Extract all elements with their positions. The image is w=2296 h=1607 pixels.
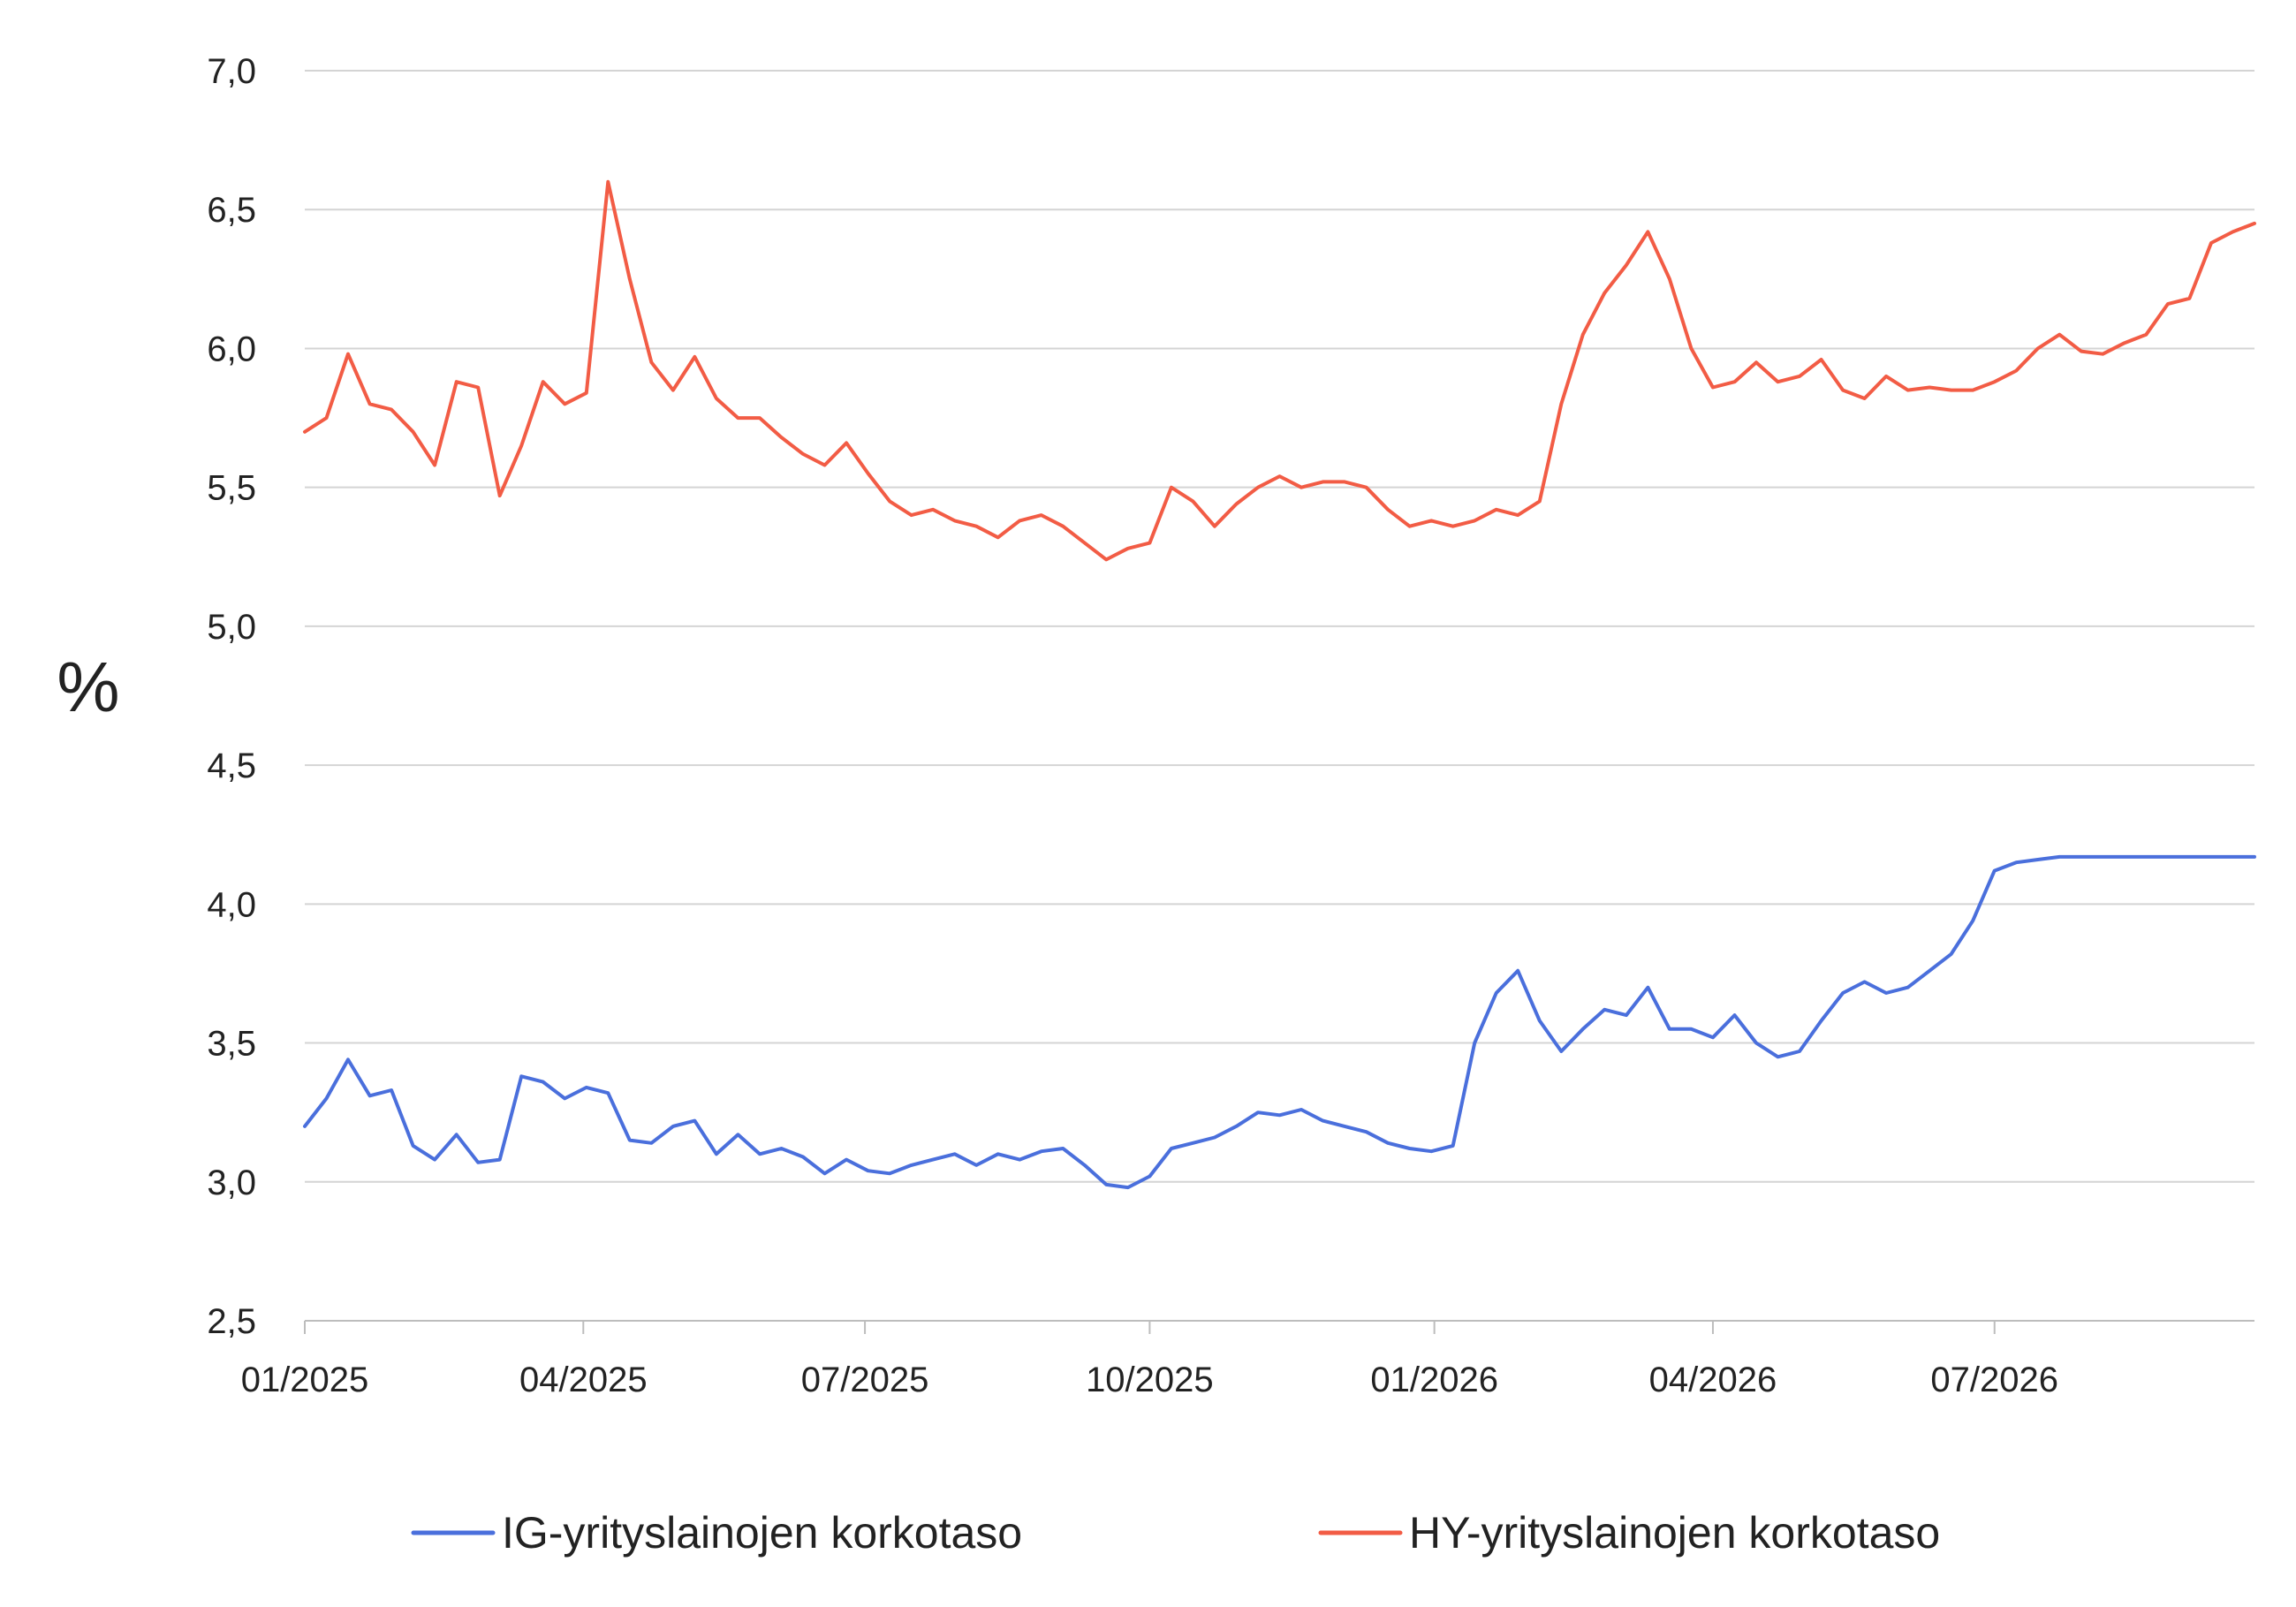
y-tick-label: 3,0: [207, 1164, 256, 1202]
series-lines: [303, 179, 2256, 1190]
x-tick-label: 07/2025: [801, 1361, 929, 1399]
series-line-hy: [303, 179, 2256, 562]
gridlines: [305, 70, 2254, 1322]
x-axis-tick-labels: 01/2025 04/2025 07/2025 10/2025 01/2026 04/20…: [241, 1361, 2058, 1399]
x-tick-label: 04/2025: [519, 1361, 648, 1399]
y-tick-label: 4,0: [207, 885, 256, 924]
x-tick-label: 01/2025: [241, 1361, 369, 1399]
y-tick-label: 5,5: [207, 469, 256, 508]
y-tick-label: 6,0: [207, 330, 256, 368]
x-axis: [304, 1320, 2254, 1334]
x-tick-label: 07/2026: [1930, 1361, 2058, 1399]
legend-label: IG-yrityslainojen korkotaso: [502, 1508, 1022, 1558]
legend-label: HY-yrityslainojen korkotaso: [1409, 1508, 1940, 1558]
x-tick-label: 10/2025: [1086, 1361, 1214, 1399]
x-tick-label: 04/2026: [1649, 1361, 1777, 1399]
y-tick-label: 3,5: [207, 1025, 256, 1064]
y-axis-tick-labels: 2,5 3,0 3,5 4,0 4,5 5,0 5,5 6,0 6,5 7,0: [207, 52, 256, 1341]
y-tick-label: 6,5: [207, 191, 256, 230]
y-tick-label: 5,0: [207, 608, 256, 647]
series-line-ig: [303, 854, 2256, 1190]
y-tick-label: 7,0: [207, 52, 256, 91]
y-axis-label: %: [57, 648, 119, 726]
x-tick-label: 01/2026: [1370, 1361, 1498, 1399]
legend: IG-yrityslainojen korkotaso HY-yrityslain…: [411, 1508, 1940, 1558]
y-tick-label: 2,5: [207, 1302, 256, 1341]
y-tick-label: 4,5: [207, 747, 256, 785]
